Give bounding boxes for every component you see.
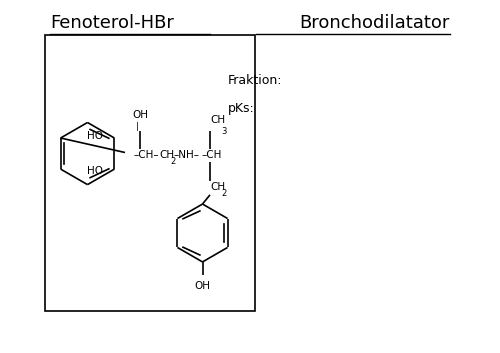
Text: HO: HO	[88, 131, 104, 141]
Text: pKs:: pKs:	[228, 102, 254, 115]
Text: CH: CH	[210, 182, 225, 192]
Text: –CH–: –CH–	[134, 150, 160, 160]
Text: |: |	[136, 121, 139, 131]
Bar	[45, 35, 255, 311]
Text: OH: OH	[194, 281, 210, 291]
Text: OH: OH	[132, 110, 148, 120]
Text: Bronchodilatator: Bronchodilatator	[300, 14, 450, 32]
Text: CH: CH	[210, 115, 225, 125]
Text: 2: 2	[221, 189, 226, 198]
Text: Fenoterol-HBr: Fenoterol-HBr	[50, 14, 174, 32]
Text: Fraktion:: Fraktion:	[228, 74, 282, 87]
Text: HO: HO	[88, 166, 104, 176]
Text: 2: 2	[170, 157, 175, 166]
Text: –NH–: –NH–	[173, 150, 199, 160]
Text: CH: CH	[160, 150, 174, 160]
Text: 3: 3	[221, 127, 226, 136]
Text: –CH: –CH	[202, 150, 222, 160]
